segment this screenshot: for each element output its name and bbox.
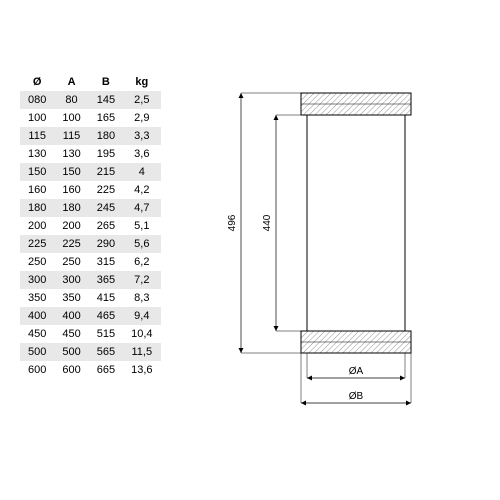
- table-cell: 465: [89, 307, 123, 325]
- table-cell: 160: [54, 181, 88, 199]
- table-row: 2502503156,2: [20, 253, 161, 271]
- table-row: 45045051510,4: [20, 325, 161, 343]
- table-cell: 2,9: [123, 109, 160, 127]
- table-cell: 13,6: [123, 361, 160, 379]
- table-cell: 225: [20, 235, 54, 253]
- table-cell: 365: [89, 271, 123, 289]
- table-cell: 160: [20, 181, 54, 199]
- table-cell: 415: [89, 289, 123, 307]
- svg-text:440: 440: [262, 214, 273, 231]
- table-cell: 150: [54, 163, 88, 181]
- table-row: 1151151803,3: [20, 127, 161, 145]
- table-cell: 215: [89, 163, 123, 181]
- table-cell: 515: [89, 325, 123, 343]
- table-cell: 180: [20, 199, 54, 217]
- spec-table: ØABkg 080801452,51001001652,91151151803,…: [20, 73, 161, 428]
- table-cell: 500: [20, 343, 54, 361]
- table-cell: 225: [89, 181, 123, 199]
- table-cell: 250: [54, 253, 88, 271]
- table-cell: 80: [54, 91, 88, 109]
- table-cell: 600: [20, 361, 54, 379]
- table-cell: 2,5: [123, 91, 160, 109]
- table-cell: 6,2: [123, 253, 160, 271]
- table-row: 3503504158,3: [20, 289, 161, 307]
- table-cell: 130: [54, 145, 88, 163]
- table-cell: 450: [54, 325, 88, 343]
- table-cell: 145: [89, 91, 123, 109]
- table-row: 1601602254,2: [20, 181, 161, 199]
- table-cell: 3,3: [123, 127, 160, 145]
- table-cell: 9,4: [123, 307, 160, 325]
- svg-text:ØA: ØA: [348, 366, 363, 377]
- table-cell: 165: [89, 109, 123, 127]
- table-cell: 4,7: [123, 199, 160, 217]
- table-row: 1501502154: [20, 163, 161, 181]
- table-cell: 115: [54, 127, 88, 145]
- table-row: 50050056511,5: [20, 343, 161, 361]
- table-cell: 565: [89, 343, 123, 361]
- table-cell: 315: [89, 253, 123, 271]
- table-cell: 100: [20, 109, 54, 127]
- table-row: 4004004659,4: [20, 307, 161, 325]
- table-cell: 200: [20, 217, 54, 235]
- table-cell: 200: [54, 217, 88, 235]
- table-cell: 400: [54, 307, 88, 325]
- table-cell: 290: [89, 235, 123, 253]
- table-cell: 245: [89, 199, 123, 217]
- col-header: kg: [123, 73, 160, 91]
- table-row: 080801452,5: [20, 91, 161, 109]
- table-cell: 600: [54, 361, 88, 379]
- table-cell: 4,2: [123, 181, 160, 199]
- table-cell: 3,6: [123, 145, 160, 163]
- table-cell: 11,5: [123, 343, 160, 361]
- table-cell: 300: [54, 271, 88, 289]
- table-row: 2002002655,1: [20, 217, 161, 235]
- col-header: B: [89, 73, 123, 91]
- table-cell: 180: [54, 199, 88, 217]
- svg-text:496: 496: [227, 214, 238, 231]
- table-cell: 4: [123, 163, 160, 181]
- table-cell: 665: [89, 361, 123, 379]
- table-cell: 080: [20, 91, 54, 109]
- table-cell: 300: [20, 271, 54, 289]
- col-header: A: [54, 73, 88, 91]
- table-cell: 450: [20, 325, 54, 343]
- pipe-diagram: 496 440 ØA ØB: [181, 73, 481, 428]
- table-row: 1001001652,9: [20, 109, 161, 127]
- table-cell: 150: [20, 163, 54, 181]
- table-cell: 7,2: [123, 271, 160, 289]
- table-cell: 350: [54, 289, 88, 307]
- svg-text:ØB: ØB: [348, 391, 363, 402]
- table-cell: 180: [89, 127, 123, 145]
- table-row: 1801802454,7: [20, 199, 161, 217]
- table-cell: 115: [20, 127, 54, 145]
- table-row: 3003003657,2: [20, 271, 161, 289]
- table-cell: 100: [54, 109, 88, 127]
- table-cell: 400: [20, 307, 54, 325]
- table-cell: 265: [89, 217, 123, 235]
- table-cell: 350: [20, 289, 54, 307]
- table-cell: 8,3: [123, 289, 160, 307]
- table-row: 60060066513,6: [20, 361, 161, 379]
- table-cell: 130: [20, 145, 54, 163]
- table-cell: 500: [54, 343, 88, 361]
- table-cell: 10,4: [123, 325, 160, 343]
- table-cell: 195: [89, 145, 123, 163]
- table-cell: 250: [20, 253, 54, 271]
- col-header: Ø: [20, 73, 54, 91]
- table-row: 2252252905,6: [20, 235, 161, 253]
- table-cell: 5,1: [123, 217, 160, 235]
- table-cell: 225: [54, 235, 88, 253]
- table-row: 1301301953,6: [20, 145, 161, 163]
- table-cell: 5,6: [123, 235, 160, 253]
